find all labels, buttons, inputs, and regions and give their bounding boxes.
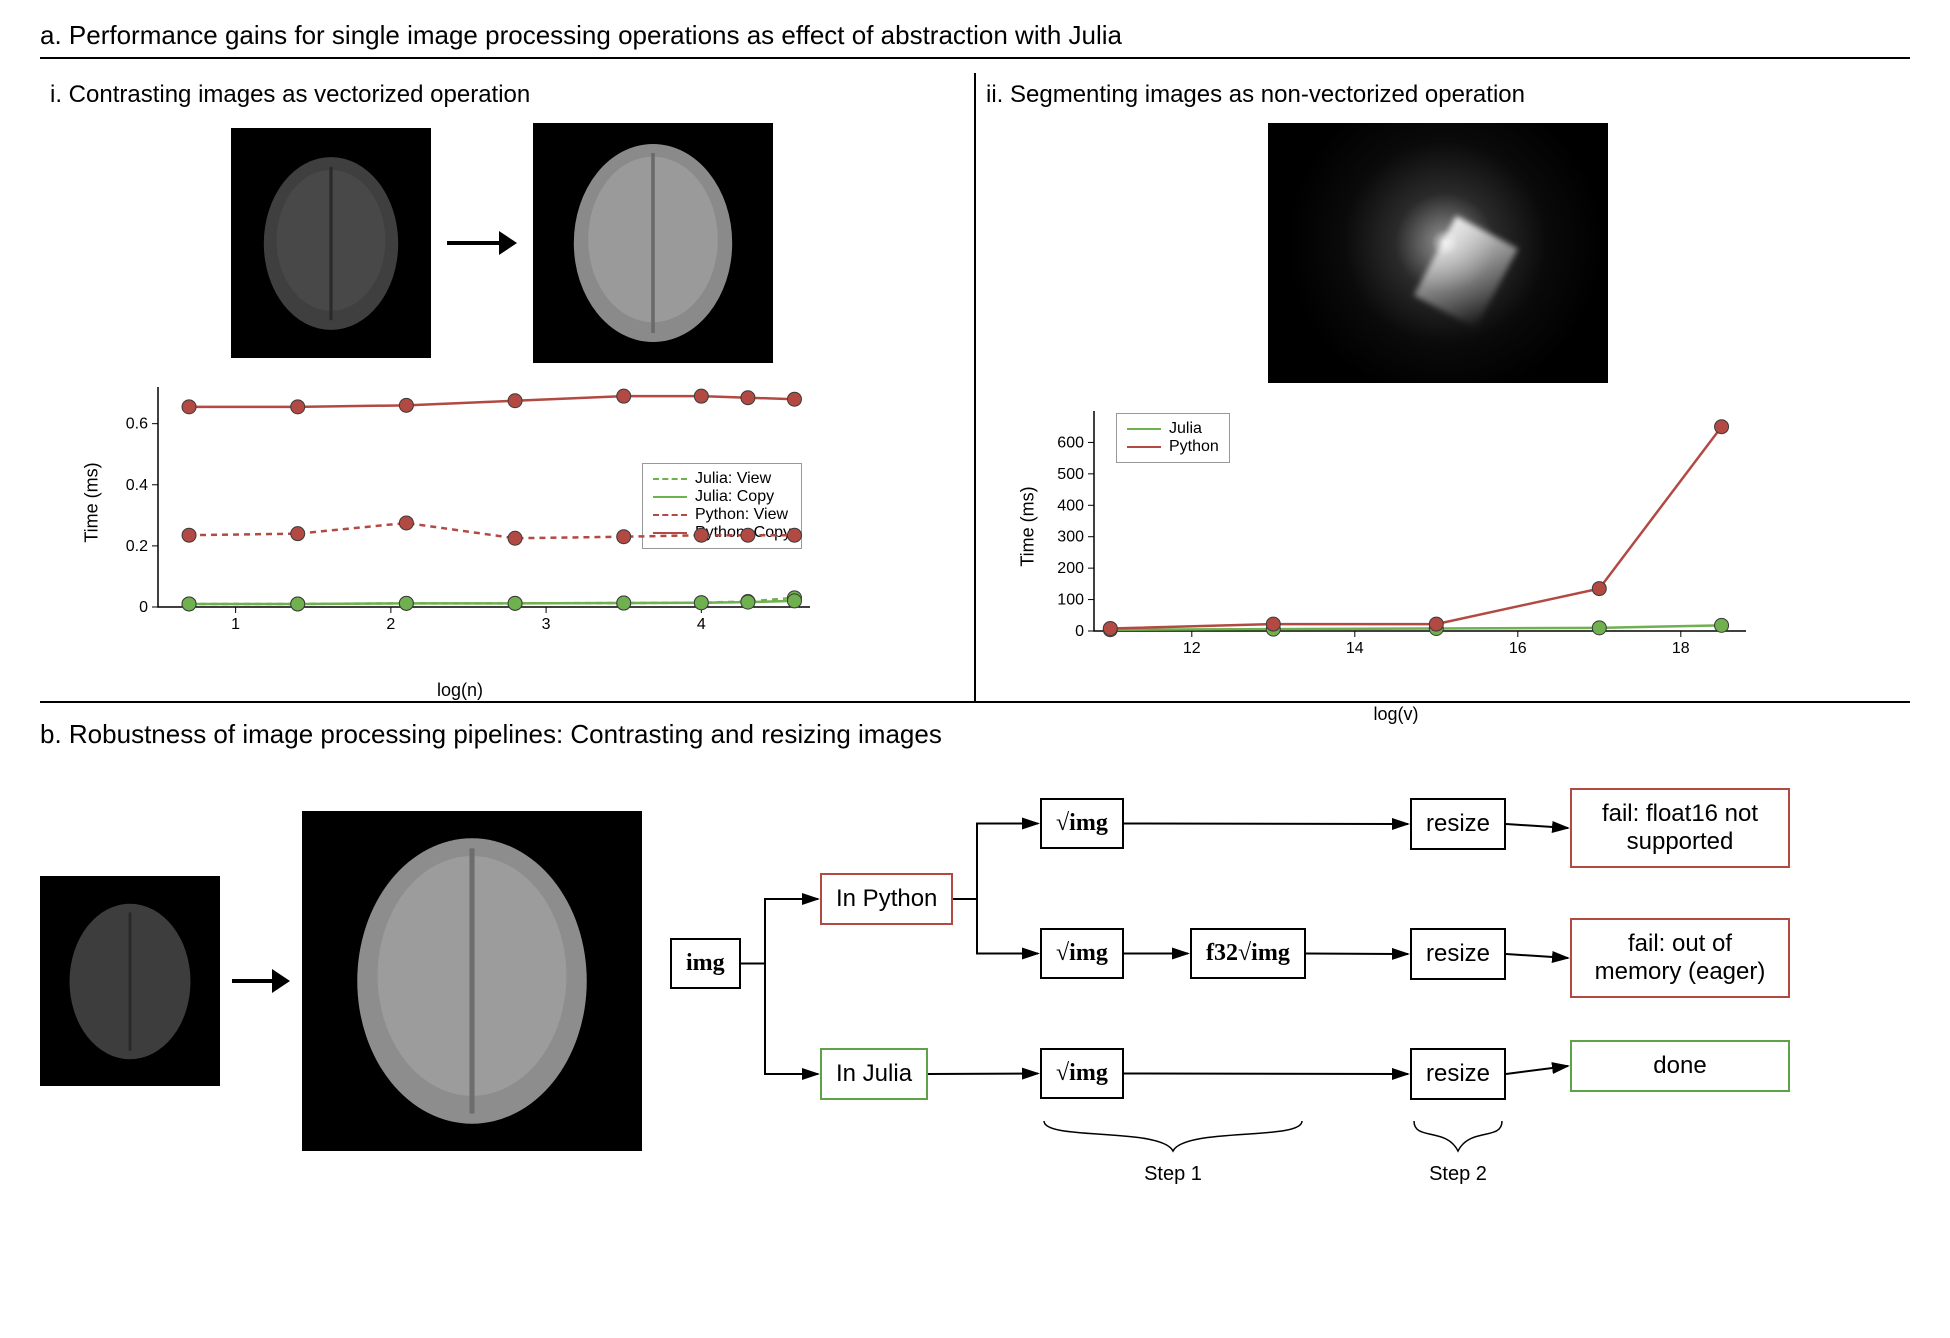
svg-text:400: 400 — [1057, 497, 1084, 514]
svg-text:4: 4 — [697, 616, 706, 633]
node-sqrt-1: √img — [1040, 798, 1124, 849]
node-in-python: In Python — [820, 873, 953, 925]
arrow-right-icon — [232, 969, 290, 993]
node-done: done — [1570, 1040, 1790, 1092]
svg-text:500: 500 — [1057, 466, 1084, 483]
arrow-right-icon — [447, 231, 517, 255]
panel-a-title: a. Performance gains for single image pr… — [40, 20, 1910, 51]
contrast-image-row — [50, 123, 954, 363]
svg-text:1: 1 — [231, 616, 240, 633]
subpanel-i: i. Contrasting images as vectorized oper… — [40, 73, 976, 701]
pipeline-flowchart: img In Python In Julia √img √img √img f3… — [670, 768, 1910, 1208]
svg-text:12: 12 — [1183, 640, 1201, 657]
svg-text:300: 300 — [1057, 529, 1084, 546]
svg-text:600: 600 — [1057, 434, 1084, 451]
svg-text:0.6: 0.6 — [126, 416, 148, 433]
node-resize-1: resize — [1410, 798, 1506, 850]
brain-light-icon — [533, 123, 773, 363]
svg-text:0: 0 — [139, 599, 148, 616]
svg-text:0.4: 0.4 — [126, 477, 148, 494]
svg-text:0.2: 0.2 — [126, 538, 148, 555]
subpanel-i-title: i. Contrasting images as vectorized oper… — [50, 81, 954, 109]
subpanel-ii: ii. Segmenting images as non-vectorized … — [976, 73, 1910, 701]
svg-text:200: 200 — [1057, 560, 1084, 577]
resize-image-row — [40, 811, 642, 1151]
contrast-chart: Time (ms) log(n) Julia: ViewJulia: CopyP… — [100, 377, 820, 667]
panel-b-title: b. Robustness of image processing pipeli… — [40, 719, 1910, 750]
subpanel-ii-title: ii. Segmenting images as non-vectorized … — [986, 81, 1890, 109]
node-in-julia: In Julia — [820, 1048, 928, 1100]
node-img: img — [670, 938, 741, 989]
svg-text:0: 0 — [1075, 623, 1084, 640]
panel-a: i. Contrasting images as vectorized oper… — [40, 73, 1910, 703]
divider — [40, 57, 1910, 59]
node-fail-float16: fail: float16 not supported — [1570, 788, 1790, 868]
node-resize-3: resize — [1410, 1048, 1506, 1100]
brain-dark-icon — [231, 128, 431, 358]
node-resize-2: resize — [1410, 928, 1506, 980]
brain-light-large-icon — [302, 811, 642, 1151]
svg-text:100: 100 — [1057, 592, 1084, 609]
brace-step2: Step 2 — [1410, 1117, 1506, 1186]
svg-text:14: 14 — [1346, 640, 1364, 657]
x-axis-label: log(v) — [1373, 704, 1418, 725]
x-axis-label: log(n) — [437, 680, 483, 701]
node-fail-oom: fail: out of memory (eager) — [1570, 918, 1790, 998]
svg-text:18: 18 — [1672, 640, 1690, 657]
segment-chart: Time (ms) log(v) JuliaPython 12141618010… — [1036, 401, 1756, 691]
brace-step1: Step 1 — [1040, 1117, 1306, 1186]
microscopy-image-icon — [1268, 123, 1608, 383]
svg-text:2: 2 — [386, 616, 395, 633]
panel-b: b. Robustness of image processing pipeli… — [40, 703, 1910, 1208]
node-sqrt-2: √img — [1040, 928, 1124, 979]
brain-dark-icon — [40, 876, 220, 1086]
node-f32: f32√img — [1190, 928, 1306, 979]
node-sqrt-3: √img — [1040, 1048, 1124, 1099]
svg-text:16: 16 — [1509, 640, 1527, 657]
svg-text:3: 3 — [542, 616, 551, 633]
